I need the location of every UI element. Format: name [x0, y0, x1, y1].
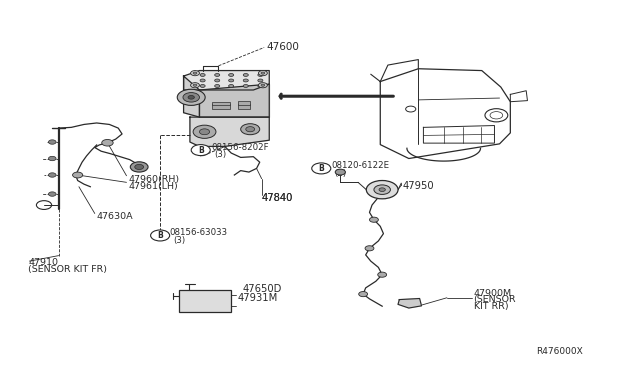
- Text: 47910: 47910: [28, 258, 58, 267]
- Circle shape: [188, 96, 195, 99]
- Text: 47900M: 47900M: [474, 289, 511, 298]
- Text: KIT RR): KIT RR): [474, 302, 508, 311]
- Text: 47630A: 47630A: [97, 212, 133, 221]
- Text: 47950: 47950: [403, 181, 434, 191]
- Circle shape: [49, 140, 56, 144]
- Circle shape: [193, 72, 197, 74]
- Polygon shape: [398, 298, 422, 308]
- Circle shape: [228, 74, 234, 76]
- Circle shape: [150, 230, 170, 241]
- Circle shape: [183, 93, 200, 102]
- Circle shape: [214, 79, 220, 82]
- Text: 47650D: 47650D: [243, 284, 282, 294]
- Text: (2): (2): [335, 169, 347, 178]
- Circle shape: [378, 272, 387, 277]
- Bar: [212, 102, 230, 105]
- Circle shape: [374, 185, 390, 195]
- Circle shape: [193, 125, 216, 138]
- Circle shape: [49, 173, 56, 177]
- Circle shape: [200, 84, 205, 87]
- Circle shape: [243, 79, 248, 82]
- Text: B: B: [157, 231, 163, 240]
- Circle shape: [258, 79, 263, 82]
- Circle shape: [49, 156, 56, 161]
- Bar: [212, 103, 230, 109]
- Text: R476000X: R476000X: [536, 347, 582, 356]
- Bar: [237, 103, 250, 109]
- Circle shape: [228, 79, 234, 82]
- Text: 47840: 47840: [262, 193, 293, 203]
- Text: 08156-8202F: 08156-8202F: [211, 143, 269, 152]
- Text: 47600: 47600: [266, 42, 299, 52]
- Circle shape: [191, 83, 200, 88]
- Text: (3): (3): [173, 236, 185, 245]
- Circle shape: [49, 192, 56, 196]
- Circle shape: [200, 74, 205, 76]
- Text: B: B: [198, 145, 204, 155]
- Circle shape: [200, 79, 205, 82]
- Circle shape: [131, 162, 148, 172]
- Text: (3): (3): [214, 150, 226, 159]
- Text: 47931M: 47931M: [237, 293, 278, 303]
- Text: 47961(LH): 47961(LH): [129, 182, 178, 190]
- Text: (SENSOR: (SENSOR: [474, 295, 516, 304]
- Circle shape: [243, 84, 248, 87]
- Circle shape: [191, 145, 211, 155]
- Circle shape: [214, 74, 220, 76]
- Circle shape: [135, 164, 143, 170]
- Circle shape: [191, 71, 200, 76]
- Text: 08156-63033: 08156-63033: [170, 228, 228, 237]
- Text: 08120-6122E: 08120-6122E: [332, 161, 390, 170]
- Circle shape: [365, 246, 374, 251]
- Circle shape: [261, 84, 265, 86]
- Polygon shape: [184, 76, 200, 117]
- Circle shape: [193, 84, 197, 86]
- Text: 47960(RH): 47960(RH): [129, 175, 180, 184]
- Circle shape: [358, 292, 367, 296]
- Polygon shape: [200, 84, 269, 117]
- Circle shape: [214, 84, 220, 87]
- Text: 47840: 47840: [262, 193, 293, 203]
- Circle shape: [228, 84, 234, 87]
- Circle shape: [335, 169, 346, 175]
- Circle shape: [379, 188, 385, 192]
- Circle shape: [258, 74, 263, 76]
- Bar: [179, 291, 231, 312]
- Text: (SENSOR KIT FR): (SENSOR KIT FR): [28, 265, 107, 274]
- Circle shape: [369, 217, 378, 222]
- Polygon shape: [184, 71, 269, 90]
- Circle shape: [259, 71, 268, 76]
- Circle shape: [243, 74, 248, 76]
- Circle shape: [72, 172, 83, 178]
- Polygon shape: [190, 117, 269, 147]
- Circle shape: [177, 89, 205, 105]
- Circle shape: [241, 124, 260, 135]
- Bar: [237, 101, 250, 105]
- Circle shape: [102, 140, 113, 146]
- Text: B: B: [318, 164, 324, 173]
- Circle shape: [258, 84, 263, 87]
- Circle shape: [261, 72, 265, 74]
- Circle shape: [366, 180, 398, 199]
- Circle shape: [246, 126, 255, 132]
- Circle shape: [200, 129, 210, 135]
- Circle shape: [312, 163, 331, 174]
- Circle shape: [259, 83, 268, 88]
